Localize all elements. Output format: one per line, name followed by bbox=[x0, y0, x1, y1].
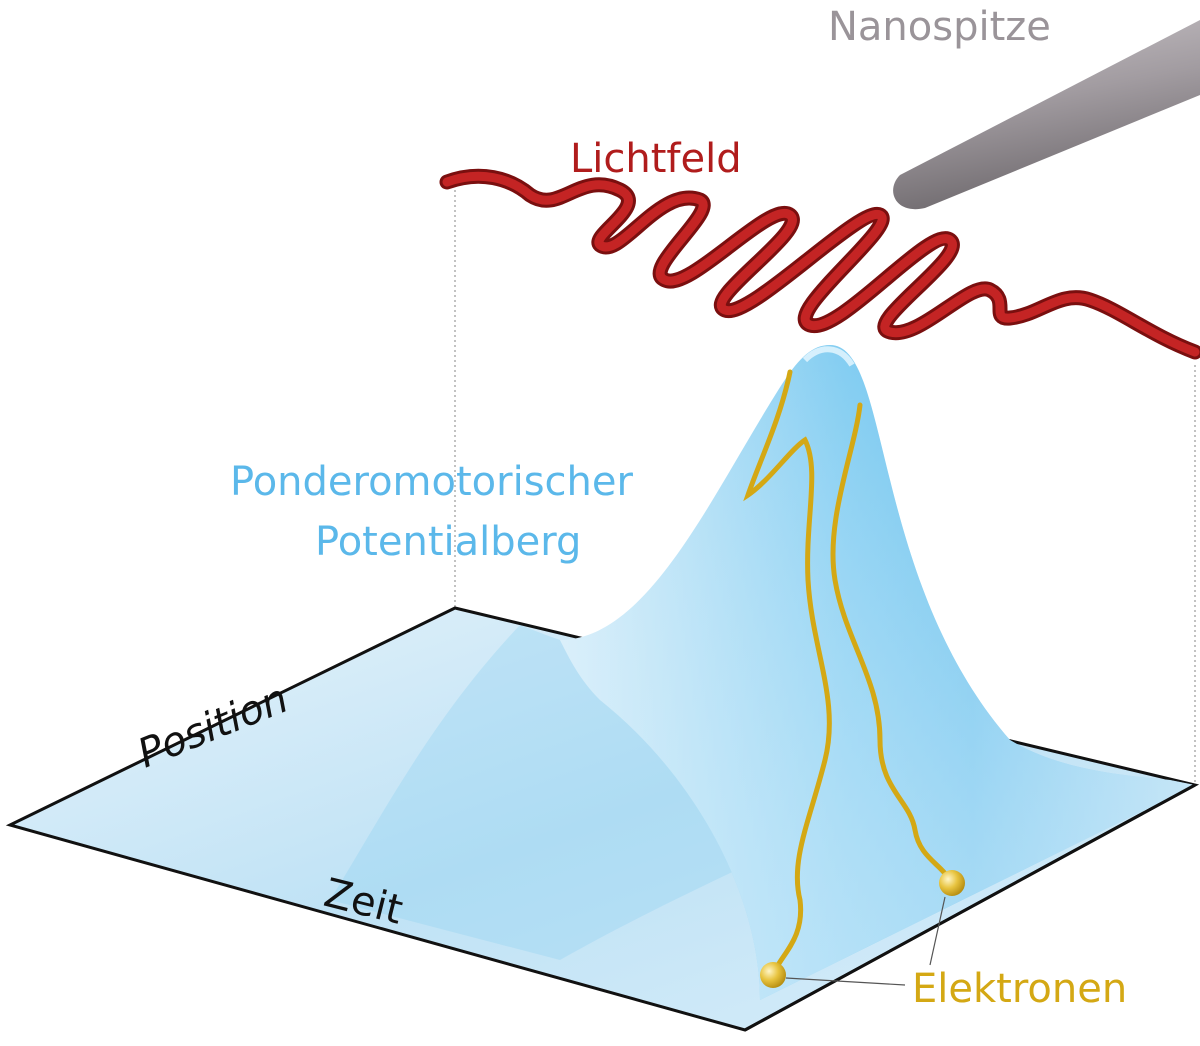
label-potential-line2: Potentialberg bbox=[315, 519, 581, 565]
label-light-field: Lichtfeld bbox=[570, 136, 742, 182]
label-potential-line1: Ponderomotorischer bbox=[230, 459, 634, 505]
label-nanotip: Nanospitze bbox=[828, 4, 1051, 50]
light-field-wave-core bbox=[442, 171, 1200, 357]
electron-1 bbox=[760, 962, 786, 988]
label-electrons: Elektronen bbox=[912, 966, 1127, 1012]
hill-shading bbox=[560, 345, 1195, 1000]
electron-pointer-line bbox=[785, 977, 906, 986]
electron-trajectory-2 bbox=[830, 402, 953, 886]
electron-pointer-line bbox=[929, 896, 946, 966]
electron-trajectory-1 bbox=[743, 369, 832, 978]
plane-edge-redraw bbox=[744, 783, 1196, 1032]
electron-2 bbox=[939, 870, 965, 896]
nanotip bbox=[893, 20, 1200, 210]
hill-highlight bbox=[802, 346, 855, 367]
